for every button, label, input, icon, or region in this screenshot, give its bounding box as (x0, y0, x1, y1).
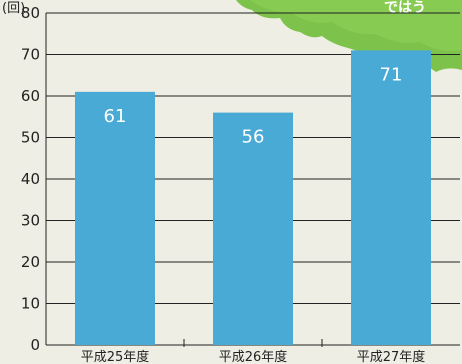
y-axis-unit: (回) (2, 1, 25, 16)
category-labels: 平成25年度 平成26年度 平成27年度 (81, 349, 426, 364)
category-label: 平成27年度 (357, 349, 426, 364)
y-tick-label: 30 (21, 212, 40, 230)
bar-data-label: 61 (104, 106, 127, 127)
bar-data-labels: 61 56 71 (104, 64, 403, 147)
y-tick-labels: 0 10 20 30 40 50 60 70 80 (21, 4, 40, 354)
bar (213, 112, 293, 345)
category-label: 平成25年度 (81, 349, 150, 364)
y-tick-label: 40 (21, 170, 40, 188)
y-tick-label: 70 (21, 46, 40, 64)
corner-caption: ではう (384, 0, 426, 16)
y-tick-label: 80 (21, 4, 40, 22)
bar-data-label: 56 (242, 127, 265, 148)
bar (351, 50, 431, 345)
category-label: 平成26年度 (219, 349, 288, 364)
bar (75, 91, 155, 345)
bar-data-label: 71 (380, 64, 403, 85)
bars (75, 50, 431, 345)
y-tick-label: 10 (21, 295, 40, 313)
y-tick-label: 50 (21, 129, 40, 147)
y-tick-label: 60 (21, 87, 40, 105)
y-tick-label: 0 (30, 336, 40, 354)
y-tick-label: 20 (21, 253, 40, 271)
